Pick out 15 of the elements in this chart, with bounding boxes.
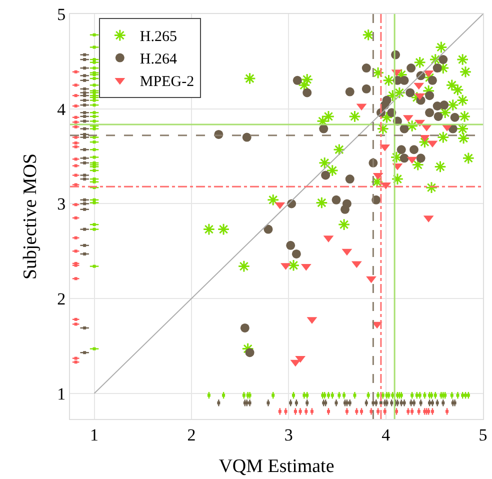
legend-label: MPEG-2 xyxy=(140,74,194,90)
x-tick-label: 1 xyxy=(90,425,99,444)
x-tick-label: 3 xyxy=(284,425,293,444)
x-tick-label: 4 xyxy=(382,425,391,444)
legend-label: H.265 xyxy=(140,29,178,46)
x-axis-title: VQM Estimate xyxy=(218,456,334,478)
y-tick-label: 4 xyxy=(57,100,66,119)
y-tick-label: 5 xyxy=(57,4,66,24)
y-axis-title: Subjective MOS xyxy=(20,153,41,280)
y-tick-label: 2 xyxy=(57,289,66,308)
x-tick-label: 5 xyxy=(478,425,488,444)
x-tick-label: 2 xyxy=(187,425,196,444)
y-tick-label: 3 xyxy=(57,194,66,214)
y-tick-label: 1 xyxy=(57,384,66,404)
legend-label: H.264 xyxy=(140,52,178,68)
